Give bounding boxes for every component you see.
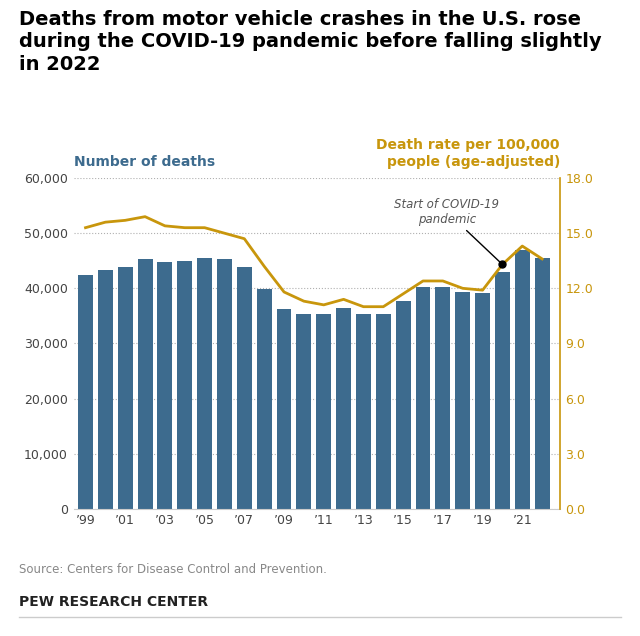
Bar: [396, 301, 411, 509]
Bar: [118, 268, 132, 509]
Bar: [237, 266, 252, 509]
Bar: [356, 314, 371, 509]
Text: PEW RESEARCH CENTER: PEW RESEARCH CENTER: [19, 595, 209, 609]
Bar: [138, 259, 152, 509]
Bar: [415, 286, 431, 509]
Text: Deaths from motor vehicle crashes in the U.S. rose
during the COVID-19 pandemic : Deaths from motor vehicle crashes in the…: [19, 10, 602, 74]
Bar: [435, 287, 451, 509]
Bar: [177, 261, 192, 509]
Bar: [276, 309, 291, 509]
Bar: [217, 259, 232, 509]
Bar: [376, 314, 391, 509]
Bar: [257, 289, 271, 509]
Bar: [78, 275, 93, 509]
Bar: [475, 293, 490, 509]
Text: Number of deaths: Number of deaths: [74, 155, 215, 169]
Text: Death rate per 100,000
people (age-adjusted): Death rate per 100,000 people (age-adjus…: [376, 139, 560, 169]
Bar: [98, 270, 113, 509]
Text: Source: Centers for Disease Control and Prevention.: Source: Centers for Disease Control and …: [19, 563, 327, 576]
Bar: [495, 272, 510, 509]
Bar: [296, 314, 311, 509]
Bar: [316, 314, 331, 509]
Bar: [515, 250, 530, 509]
Text: Start of COVID-19
pandemic: Start of COVID-19 pandemic: [394, 198, 500, 263]
Bar: [455, 291, 470, 509]
Bar: [534, 258, 550, 509]
Bar: [336, 308, 351, 509]
Bar: [197, 258, 212, 509]
Bar: [157, 262, 172, 509]
